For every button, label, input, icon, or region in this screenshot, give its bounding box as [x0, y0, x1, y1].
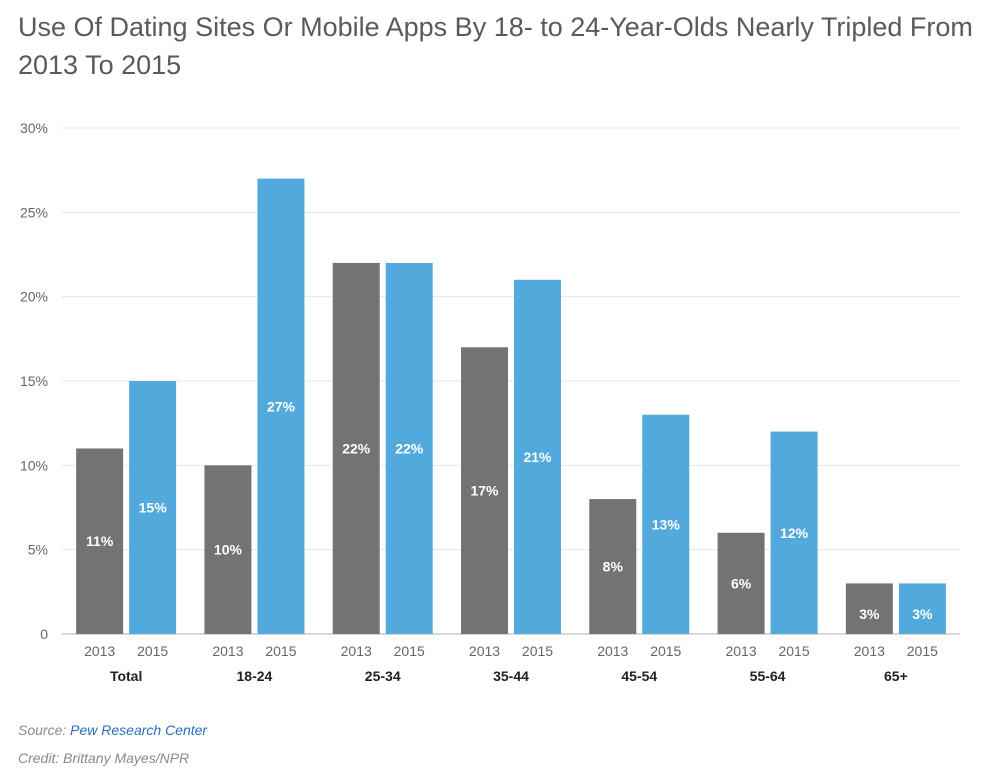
x-series-label: 2015 [137, 643, 168, 659]
x-series-label: 2013 [469, 643, 500, 659]
bar-2013-18-24 [204, 465, 252, 634]
bar-2015-45-54 [642, 414, 690, 634]
x-series-label: 2013 [341, 643, 372, 659]
data-label: 12% [780, 525, 809, 541]
data-label: 8% [603, 559, 624, 575]
x-category-label: 65+ [884, 668, 908, 684]
data-label: 3% [912, 606, 933, 622]
x-category-label: 35-44 [493, 668, 529, 684]
y-tick-label: 30% [20, 120, 48, 136]
x-series-label: 2013 [854, 643, 885, 659]
bar-2015-Total [129, 381, 177, 634]
y-tick-label: 15% [20, 373, 48, 389]
x-series-label: 2013 [725, 643, 756, 659]
data-label: 10% [214, 542, 243, 558]
data-label: 3% [859, 606, 880, 622]
data-label: 27% [267, 398, 296, 414]
x-category-label: 18-24 [237, 668, 273, 684]
data-label: 11% [86, 533, 114, 549]
data-label: 13% [652, 516, 681, 532]
bar-2013-Total [76, 448, 124, 634]
x-series-label: 2015 [265, 643, 296, 659]
x-series-label: 2013 [212, 643, 243, 659]
x-series-label: 2013 [597, 643, 628, 659]
x-series-label: 2015 [394, 643, 425, 659]
credit-line: Credit: Brittany Mayes/NPR [18, 750, 190, 766]
bar-2015-65+ [898, 583, 946, 634]
y-tick-label: 20% [20, 289, 48, 305]
y-tick-label: 5% [28, 542, 48, 558]
y-tick-label: 10% [20, 457, 48, 473]
y-tick-label: 25% [20, 204, 48, 220]
x-category-label: Total [110, 668, 142, 684]
data-label: 15% [139, 500, 168, 516]
bar-2013-45-54 [589, 499, 637, 634]
data-label: 21% [523, 449, 552, 465]
data-label: 17% [470, 483, 499, 499]
data-label: 6% [731, 575, 752, 591]
bar-chart: 0 5% 10% 15% 20% 25% 30% 11% 2013 15% 2015 Total 10%… [20, 120, 960, 684]
x-series-label: 2015 [522, 643, 553, 659]
source-line: Source: Pew Research Center [18, 722, 207, 738]
source-link[interactable]: Pew Research Center [70, 722, 208, 738]
source-label: Source: [18, 722, 67, 738]
bar-2013-35-44 [461, 347, 508, 634]
bar-2013-25-34 [332, 262, 380, 634]
y-tick-label: 0 [40, 626, 48, 642]
bar-2015-35-44 [514, 279, 561, 634]
data-label: 22% [395, 440, 424, 456]
chart-title: Use Of Dating Sites Or Mobile Apps By 18… [18, 12, 973, 80]
x-series-label: 2015 [907, 643, 938, 659]
x-category-label: 45-54 [621, 668, 657, 684]
x-category-label: 25-34 [365, 668, 401, 684]
bar-2013-65+ [845, 583, 893, 634]
bar-2013-55-64 [717, 532, 765, 634]
bar-2015-25-34 [385, 262, 433, 634]
bar-2015-18-24 [257, 178, 305, 634]
bar-2015-55-64 [770, 431, 818, 634]
x-series-label: 2015 [778, 643, 809, 659]
x-series-label: 2013 [84, 643, 115, 659]
data-label: 22% [342, 440, 371, 456]
x-series-label: 2015 [650, 643, 681, 659]
x-category-label: 55-64 [750, 668, 786, 684]
